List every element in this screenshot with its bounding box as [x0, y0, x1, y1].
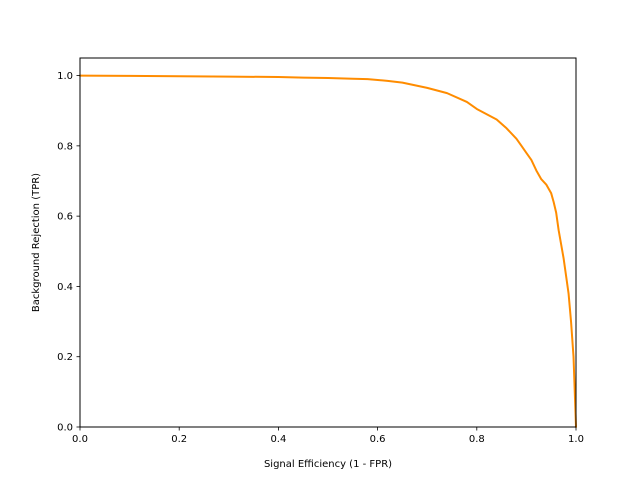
y-axis-ticks: 0.0 0.2 0.4 0.6 0.8 1.0	[57, 71, 80, 434]
x-tick-label: 1.0	[568, 434, 584, 445]
y-tick-label: 0.0	[57, 423, 73, 434]
series-layer	[79, 74, 577, 428]
x-tick-label: 0.8	[469, 434, 485, 445]
roc-curve-line	[79, 74, 577, 428]
y-tick-label: 1.0	[57, 71, 73, 82]
y-tick-label: 0.8	[57, 141, 73, 152]
x-tick-label: 0.2	[171, 434, 187, 445]
y-tick-label: 0.2	[57, 352, 73, 363]
x-tick-label: 0.0	[72, 434, 88, 445]
x-axis-ticks: 0.0 0.2 0.4 0.6 0.8 1.0	[72, 427, 584, 445]
x-tick-label: 0.6	[370, 434, 386, 445]
x-tick-label: 0.4	[270, 434, 286, 445]
plot-frame	[79, 57, 577, 428]
x-axis-label: Signal Efficiency (1 - FPR)	[264, 459, 392, 470]
y-tick-label: 0.4	[57, 282, 73, 293]
y-tick-label: 0.6	[57, 212, 73, 223]
y-axis-label: Background Rejection (TPR)	[31, 173, 42, 312]
